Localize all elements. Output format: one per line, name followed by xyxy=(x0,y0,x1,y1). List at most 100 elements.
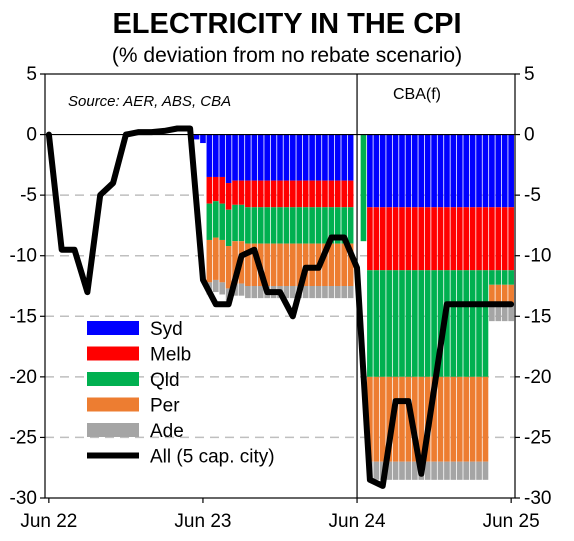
bar-per-29 xyxy=(386,376,392,462)
bar-melb-7 xyxy=(238,180,245,205)
x-tick-label-3: Jun 25 xyxy=(483,511,540,532)
bar-syd-37 xyxy=(437,134,444,208)
bar-qld-3 xyxy=(212,201,219,238)
y-tick-label-right-7: -30 xyxy=(524,488,551,509)
bar-qld-47 xyxy=(501,270,508,285)
bar-qld-17 xyxy=(302,207,309,244)
source-note: Source: AER, ABS, CBA xyxy=(68,93,231,110)
bar-melb-24 xyxy=(347,180,354,208)
bar-ade-24 xyxy=(347,286,354,299)
bar-ade-32 xyxy=(405,461,412,480)
y-tick-label-left-0: 5 xyxy=(26,64,37,85)
bar-per-14 xyxy=(283,243,290,286)
bar-syd-36 xyxy=(431,134,437,208)
bar-per-20 xyxy=(322,243,328,286)
bar-qld-39 xyxy=(450,270,457,377)
bar-melb-45 xyxy=(489,207,495,271)
bar-melb-14 xyxy=(283,180,290,208)
bar-melb-22 xyxy=(334,180,341,208)
bar-syd-19 xyxy=(315,134,322,181)
bar-qld-45 xyxy=(489,270,495,285)
x-tick-label-0: Jun 22 xyxy=(20,511,77,532)
bar-ade-9 xyxy=(251,286,258,299)
bar-per-46 xyxy=(495,284,502,303)
bar-ade-30 xyxy=(392,461,399,480)
bar-melb-42 xyxy=(469,207,476,271)
bar-syd-44 xyxy=(482,134,489,208)
bar-qld-12 xyxy=(270,207,277,244)
bar-melb-5 xyxy=(225,183,232,210)
bar-syd-23 xyxy=(341,134,348,181)
y-tick-label-right-1: 0 xyxy=(524,125,535,146)
bar-ade-7 xyxy=(238,283,245,296)
y-tick-label-right-2: -5 xyxy=(524,185,541,206)
legend-label-all: All (5 cap. city) xyxy=(150,447,275,468)
bar-syd-15 xyxy=(290,134,296,181)
bar-per-22 xyxy=(334,243,341,286)
bar-qld-48 xyxy=(508,270,514,285)
bar-qld-2 xyxy=(206,203,213,240)
bar-per-26 xyxy=(367,376,373,462)
bar-per-11 xyxy=(264,243,270,286)
bar-melb-9 xyxy=(251,180,258,208)
bar-melb-36 xyxy=(431,207,437,271)
bar-ade-46 xyxy=(495,302,502,322)
bar-syd-30 xyxy=(392,134,399,208)
legend-label-qld: Qld xyxy=(150,370,180,391)
legend-swatch-qld xyxy=(87,372,139,386)
bar-qld-44 xyxy=(482,270,489,377)
bar-ade-19 xyxy=(315,286,322,299)
bar-per-5 xyxy=(225,246,232,289)
bar-per-21 xyxy=(328,243,335,286)
legend-swatch-syd xyxy=(87,321,139,335)
bar-qld-11 xyxy=(264,207,270,244)
bar-syd-31 xyxy=(399,134,405,208)
x-axis: Jun 22 Jun 23 Jun 24 Jun 25 xyxy=(20,498,540,532)
bar-ade-8 xyxy=(245,286,251,299)
bar-syd-27 xyxy=(373,134,380,208)
bar-qld-36 xyxy=(431,270,437,377)
bar-ade-18 xyxy=(309,286,315,299)
bar-per-47 xyxy=(501,284,508,303)
bar-melb-2 xyxy=(206,176,213,204)
bar-ade-48 xyxy=(508,302,514,322)
bar-ade-20 xyxy=(322,286,328,299)
bar-qld-14 xyxy=(283,207,290,244)
bar-qld-18 xyxy=(309,207,315,244)
bar-ade-45 xyxy=(489,302,495,322)
bar-qld-46 xyxy=(495,270,502,285)
bar-ade-40 xyxy=(456,461,463,480)
bar-per-44 xyxy=(482,376,489,462)
bar-per-34 xyxy=(418,376,425,462)
bar-syd-20 xyxy=(322,134,328,181)
bar-melb-44 xyxy=(482,207,489,271)
bar-ade-29 xyxy=(386,461,392,480)
bar-qld-42 xyxy=(469,270,476,377)
bar-per-48 xyxy=(508,284,514,303)
y-tick-label-left-4: -15 xyxy=(10,306,37,327)
bar-syd-14 xyxy=(283,134,290,181)
bar-melb-4 xyxy=(219,176,226,204)
bar-qld-28 xyxy=(379,270,386,377)
bar-qld-22 xyxy=(334,207,341,244)
bar-melb-39 xyxy=(450,207,457,271)
bar-melb-10 xyxy=(257,180,264,208)
bar-ade-38 xyxy=(444,461,450,480)
bar-qld-20 xyxy=(322,207,328,244)
bar-melb-35 xyxy=(424,207,431,271)
bar-syd-26 xyxy=(367,134,373,208)
bar-per-27 xyxy=(373,376,380,462)
bar-melb-32 xyxy=(405,207,412,271)
forecast-label: CBA(f) xyxy=(393,86,441,103)
bar-qld-10 xyxy=(257,207,264,244)
legend-label-ade: Ade xyxy=(150,421,184,442)
bar-melb-37 xyxy=(437,207,444,271)
y-tick-label-right-3: -10 xyxy=(524,246,551,267)
bar-syd-16 xyxy=(296,134,303,181)
bar-ade-41 xyxy=(463,461,470,480)
all-line-series xyxy=(45,125,515,489)
bar-syd-40 xyxy=(456,134,463,208)
bar-melb-20 xyxy=(322,180,328,208)
bar-syd-21 xyxy=(328,134,335,181)
bar-syd-46 xyxy=(495,134,502,208)
